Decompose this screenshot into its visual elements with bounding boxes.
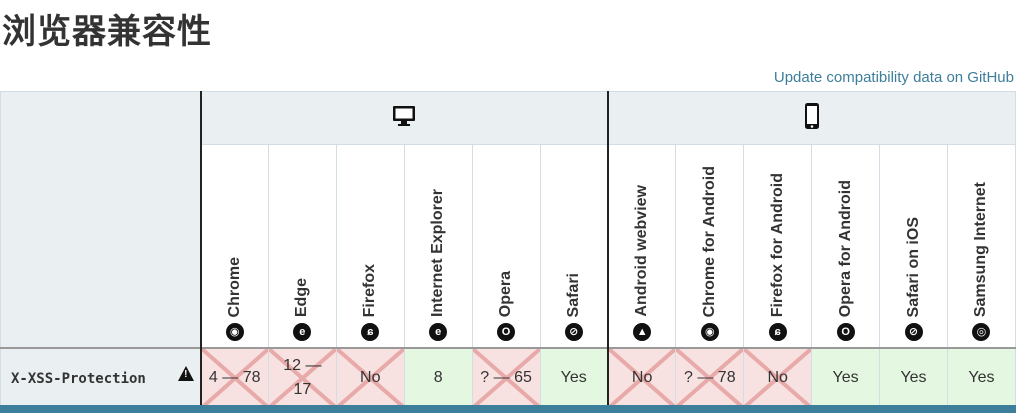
safari-icon: ⊘ (904, 323, 923, 341)
support-value: ? — 78 (684, 369, 736, 387)
browser-name: Chrome for Android (700, 165, 718, 317)
browser-header-opera-for-android: Opera for Android O (811, 144, 881, 349)
support-cell-firefox[interactable]: No (335, 347, 405, 409)
support-value: Yes (560, 369, 587, 387)
browser-name: Safari on iOS (904, 216, 922, 317)
android-icon: ▲ (633, 323, 652, 341)
feature-row-header[interactable]: X-XSS-Protection ! (0, 347, 202, 409)
unsupported-cross-mark (744, 349, 811, 408)
unsupported-cross-mark (202, 349, 268, 408)
support-cell-internet-explorer[interactable]: 8 (403, 347, 473, 409)
support-value: No (360, 369, 381, 387)
support-cell-chrome-for-android[interactable]: ? — 78 (675, 347, 745, 409)
support-cell-firefox-for-android[interactable]: No (743, 347, 813, 409)
browser-name: Firefox (361, 263, 379, 317)
browser-header-opera: Opera O (471, 144, 541, 349)
support-cell-safari-on-ios[interactable]: Yes (879, 347, 948, 409)
unsupported-cross-mark (473, 349, 540, 408)
support-cell-edge[interactable]: 12 — 17 (267, 347, 337, 409)
chrome-icon: ◉ (225, 323, 244, 341)
support-cell-opera[interactable]: ? — 65 (471, 347, 541, 409)
safari-icon: ⊘ (564, 323, 583, 341)
browser-header-android-webview: Android webview ▲ (607, 144, 677, 349)
browser-name: Samsung Internet (972, 181, 990, 317)
support-value: ? — 65 (480, 369, 532, 387)
support-value: 4 — 78 (208, 369, 261, 387)
support-cell-safari[interactable]: Yes (539, 347, 609, 409)
table-corner (0, 91, 202, 349)
support-value: No (631, 369, 653, 387)
internet-explorer-icon: e (429, 323, 448, 341)
platform-mobile-header (607, 91, 1016, 145)
browser-header-firefox-for-android: Firefox for Android ɕ (743, 144, 813, 349)
browser-name: Edge (293, 277, 311, 317)
bottom-accent-bar (0, 405, 1016, 413)
samsung-internet-icon: ◎ (972, 323, 991, 341)
support-cell-samsung-internet[interactable]: Yes (946, 347, 1017, 409)
browser-header-chrome: Chrome ◉ (200, 144, 269, 349)
update-compat-data-link[interactable]: Update compatibility data on GitHub (773, 69, 1014, 86)
page-title: 浏览器兼容性 (2, 12, 212, 52)
browser-name: Safari (564, 272, 582, 317)
support-value: Yes (968, 369, 995, 387)
mobile-phone-icon (804, 102, 819, 129)
chrome-icon: ◉ (700, 323, 719, 341)
browser-header-chrome-for-android: Chrome for Android ◉ (675, 144, 745, 349)
support-value: 8 (433, 369, 443, 387)
browser-name: Chrome (225, 256, 243, 317)
browser-header-safari: Safari ⊘ (539, 144, 609, 349)
warning-icon (177, 366, 194, 381)
unsupported-cross-mark (676, 349, 743, 408)
support-value: No (767, 369, 788, 387)
browser-header-firefox: Firefox ɕ (335, 144, 405, 349)
browser-name: Opera (497, 270, 515, 317)
browser-name: Android webview (633, 185, 651, 317)
opera-icon: O (836, 323, 855, 341)
unsupported-cross-mark (609, 349, 675, 408)
browser-compat-table: Chrome ◉ Edge e Firefox ɕ Internet Explorer e Op… (0, 91, 1017, 409)
browser-header-safari-on-ios: Safari on iOS ⊘ (879, 144, 948, 349)
unsupported-cross-mark (337, 349, 404, 408)
opera-icon: O (497, 323, 516, 341)
support-cell-opera-for-android[interactable]: Yes (811, 347, 881, 409)
firefox-icon: ɕ (361, 323, 380, 341)
support-value: Yes (832, 369, 859, 387)
browser-header-edge: Edge e (267, 144, 337, 349)
feature-name[interactable]: X-XSS-Protection (9, 370, 148, 388)
edge-icon: e (293, 323, 312, 341)
browser-name: Firefox for Android (768, 172, 786, 317)
browser-header-samsung-internet: Samsung Internet ◎ (946, 144, 1017, 349)
browser-name: Internet Explorer (429, 188, 447, 317)
browser-header-internet-explorer: Internet Explorer e (403, 144, 473, 349)
support-value: Yes (900, 369, 927, 387)
browser-name: Opera for Android (836, 179, 854, 317)
desktop-icon (393, 105, 416, 126)
support-cell-chrome[interactable]: 4 — 78 (200, 347, 269, 409)
support-cell-android-webview[interactable]: No (607, 347, 677, 409)
platform-desktop-header (199, 91, 609, 145)
unsupported-cross-mark (269, 349, 336, 408)
firefox-icon: ɕ (768, 323, 787, 341)
support-value: 12 — 17 (283, 357, 322, 399)
